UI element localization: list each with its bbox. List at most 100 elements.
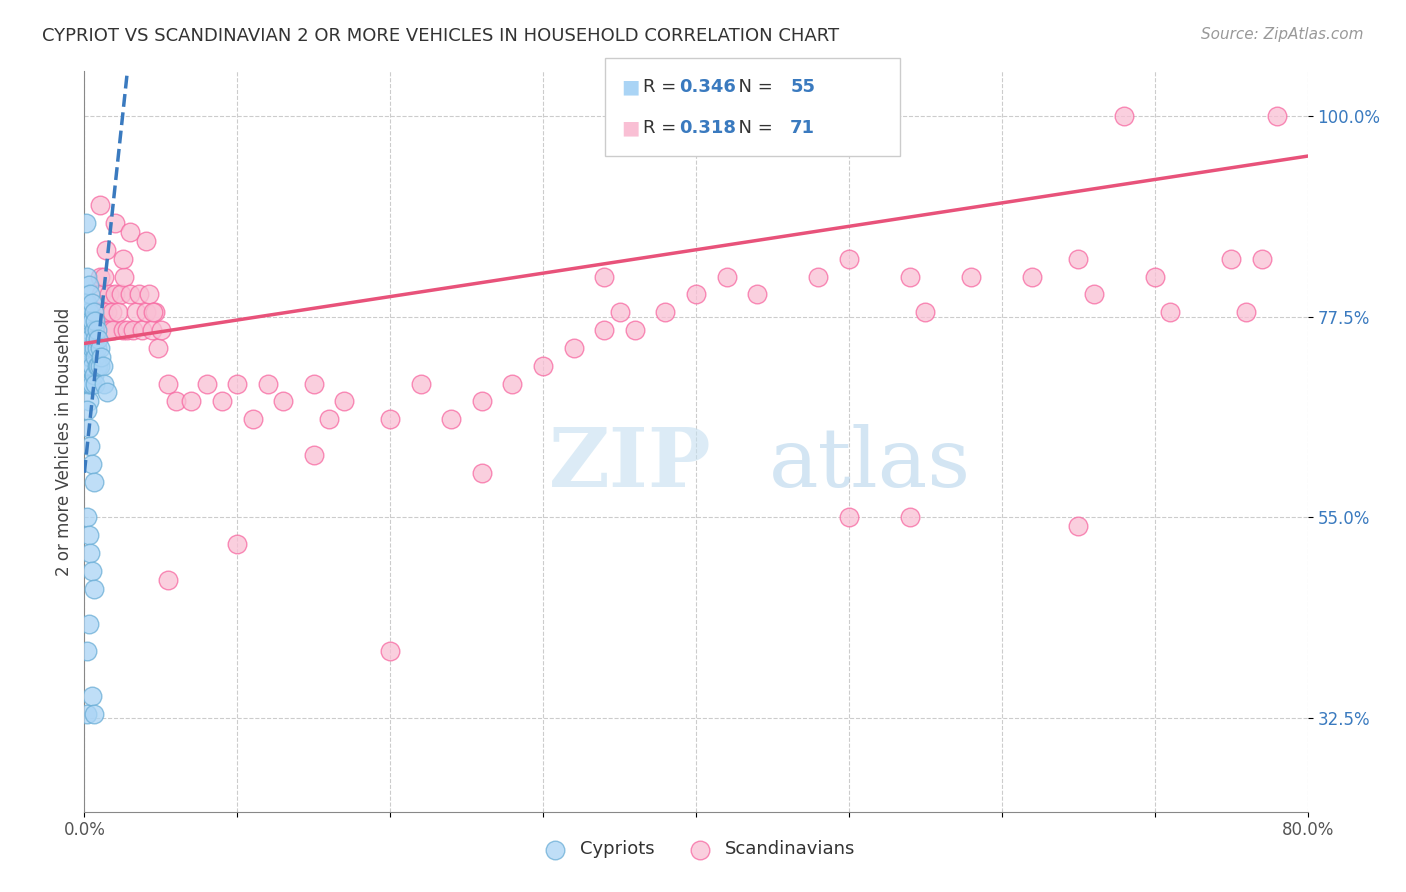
Point: [83, 323, 105, 337]
Point: [84, 314, 107, 328]
Point: [654, 305, 676, 319]
Point: [76, 644, 98, 658]
Point: [593, 269, 616, 284]
Text: ZIP: ZIP: [550, 424, 711, 504]
Point: [77, 528, 100, 542]
Point: [94, 243, 117, 257]
Point: [93, 269, 115, 284]
Point: [685, 287, 707, 301]
Text: N =: N =: [727, 78, 779, 95]
Point: [75, 359, 97, 373]
Point: [914, 305, 936, 319]
Point: [125, 305, 148, 319]
Point: [1159, 305, 1181, 319]
Point: [838, 510, 860, 524]
Point: [96, 385, 118, 400]
Point: [1236, 305, 1258, 319]
Point: [80, 689, 103, 703]
Point: [83, 706, 105, 721]
Point: [142, 305, 165, 319]
Point: [122, 323, 145, 337]
Point: [79, 376, 101, 391]
Point: [302, 448, 325, 462]
Point: [89, 198, 111, 212]
Point: [83, 368, 105, 382]
Point: [716, 269, 738, 284]
Point: [86, 323, 108, 337]
Point: [76, 706, 98, 721]
Point: [135, 305, 157, 319]
Point: [89, 341, 111, 355]
Point: [502, 376, 524, 391]
Point: [87, 359, 110, 373]
Point: [1021, 269, 1043, 284]
Point: [271, 394, 294, 409]
Point: [91, 305, 114, 319]
Point: [609, 305, 631, 319]
Point: [86, 323, 108, 337]
Point: [104, 287, 127, 301]
Point: [89, 269, 111, 284]
Point: [76, 269, 98, 284]
Text: 55: 55: [790, 78, 815, 95]
Point: [96, 305, 118, 319]
Point: [80, 457, 103, 471]
Point: [409, 376, 432, 391]
Point: [157, 376, 180, 391]
Point: [807, 269, 830, 284]
Point: [79, 287, 101, 301]
Point: [77, 376, 100, 391]
Point: [747, 287, 769, 301]
Point: [76, 403, 98, 417]
Point: [302, 376, 325, 391]
Point: [1220, 252, 1243, 266]
Point: [110, 287, 132, 301]
Point: [380, 412, 402, 426]
Point: [76, 510, 98, 524]
Point: [120, 287, 142, 301]
Text: CYPRIOT VS SCANDINAVIAN 2 OR MORE VEHICLES IN HOUSEHOLD CORRELATION CHART: CYPRIOT VS SCANDINAVIAN 2 OR MORE VEHICL…: [42, 27, 839, 45]
Point: [77, 341, 100, 355]
Point: [77, 305, 100, 319]
Point: [1083, 287, 1105, 301]
Point: [180, 394, 202, 409]
Y-axis label: 2 or more Vehicles in Household: 2 or more Vehicles in Household: [55, 308, 73, 575]
Text: Source: ZipAtlas.com: Source: ZipAtlas.com: [1201, 27, 1364, 42]
Point: [89, 359, 111, 373]
Point: [531, 359, 554, 373]
Point: [333, 394, 356, 409]
Point: [1067, 252, 1090, 266]
Point: [93, 376, 115, 391]
Point: [84, 305, 107, 319]
Point: [77, 323, 100, 337]
Point: [318, 412, 340, 426]
Text: R =: R =: [643, 78, 682, 95]
Point: [80, 359, 103, 373]
Point: [898, 269, 921, 284]
Point: [115, 323, 138, 337]
Point: [75, 305, 97, 319]
Point: [80, 564, 103, 578]
Text: 71: 71: [790, 119, 815, 136]
Point: [195, 376, 218, 391]
Point: [165, 394, 187, 409]
Point: [76, 376, 98, 391]
Point: [838, 252, 860, 266]
Point: [128, 287, 150, 301]
Point: [90, 350, 112, 364]
Point: [79, 350, 101, 364]
Point: [960, 269, 983, 284]
Text: N =: N =: [727, 119, 779, 136]
Point: [562, 341, 585, 355]
Point: [97, 287, 120, 301]
Point: [83, 582, 105, 596]
Point: [157, 573, 180, 587]
Point: [75, 332, 97, 346]
Point: [380, 644, 402, 658]
Point: [77, 359, 100, 373]
Point: [135, 234, 157, 248]
Point: [143, 305, 166, 319]
Point: [76, 296, 98, 310]
Point: [94, 323, 117, 337]
Point: [120, 225, 142, 239]
